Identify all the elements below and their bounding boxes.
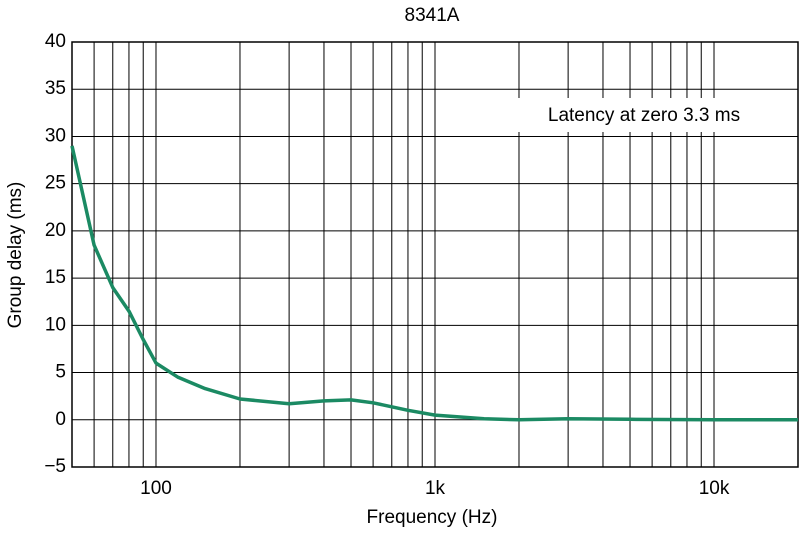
annotation-box [514,98,770,132]
y-tick-label: −5 [44,456,66,477]
x-tick-label: 10k [699,478,730,499]
x-axis-label: Frequency (Hz) [367,507,498,528]
y-tick-label: 0 [55,409,66,430]
y-axis-label: Group delay (ms) [5,182,26,329]
data-line [70,145,798,422]
y-tick-label: 30 [45,125,66,146]
y-tick-label: 15 [45,267,66,288]
y-tick-label: 5 [55,362,66,383]
y-tick-label: 35 [45,78,66,99]
plot-frame [71,41,799,468]
chart-title: 8341A [405,5,460,26]
y-tick-label: 25 [45,173,66,194]
annotation: Latency at zero 3.3 ms [548,105,740,126]
x-tick-label: 1k [425,478,446,499]
x-tick-label: 100 [140,478,172,499]
y-tick-label: 20 [45,220,66,241]
y-tick-label: 40 [45,31,66,52]
y-tick-label: 10 [45,314,66,335]
